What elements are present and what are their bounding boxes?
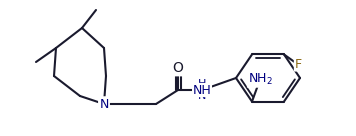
Text: H
N: H N [198,79,206,101]
Text: N: N [99,98,109,110]
Text: NH: NH [193,84,211,97]
Text: O: O [173,61,183,75]
Text: NH$_2$: NH$_2$ [247,72,272,87]
Text: F: F [294,58,302,71]
